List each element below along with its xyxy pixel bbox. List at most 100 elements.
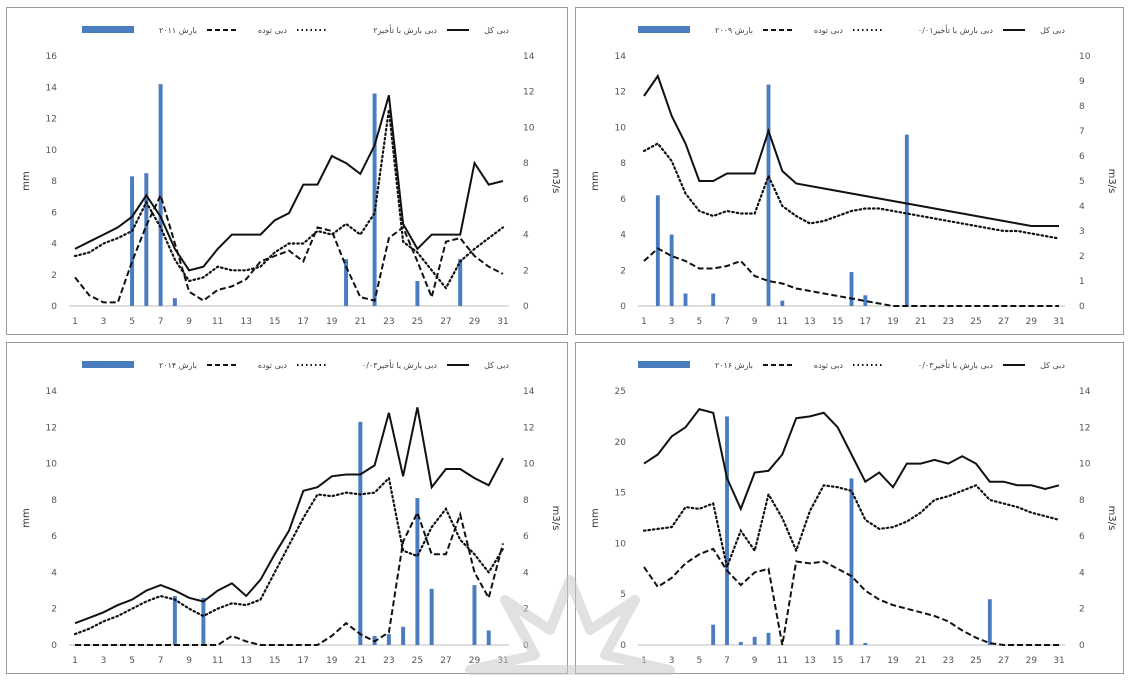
- precip-bar: [752, 636, 757, 645]
- y-left-tick-label: 12: [46, 423, 57, 433]
- x-tick-label: 21: [355, 317, 366, 327]
- x-tick-label: 15: [269, 317, 280, 327]
- y-left-tick-label: 14: [46, 387, 58, 397]
- y-right-tick-label: 8: [523, 496, 529, 506]
- x-tick-label: 13: [804, 656, 815, 666]
- x-tick-label: 17: [298, 317, 309, 327]
- legend-label-bar: بارش ۲۰۱۱: [159, 26, 197, 35]
- y-left-tick-label: 10: [615, 123, 627, 133]
- x-tick-label: 25: [970, 317, 981, 327]
- y-right-tick-label: 9: [1079, 77, 1085, 87]
- y-right-tick-label: 14: [523, 52, 535, 62]
- y-right-tick-label: 6: [523, 532, 529, 542]
- legend-label-base: دبی توده: [258, 361, 288, 370]
- series-line-direct-flow: [73, 109, 505, 291]
- y-left-tick-label: 0: [51, 641, 57, 651]
- x-tick-label: 3: [669, 317, 675, 327]
- y-right-tick-label: 5: [1079, 177, 1085, 187]
- y-left-tick-label: 2: [51, 605, 57, 615]
- series-line-total-flow: [643, 407, 1060, 512]
- y-left-tick-label: 12: [615, 88, 626, 98]
- y-right-axis-label: m3/s: [1106, 506, 1117, 531]
- precip-bar: [987, 599, 992, 645]
- precip-bar: [669, 234, 674, 306]
- y-right-tick-label: 0: [1079, 302, 1085, 312]
- y-right-tick-label: 8: [523, 159, 529, 169]
- precip-bar: [386, 634, 391, 645]
- y-right-tick-label: 0: [523, 302, 529, 312]
- precip-bar: [372, 93, 377, 306]
- x-tick-label: 23: [943, 656, 954, 666]
- x-tick-label: 17: [298, 656, 309, 666]
- series-line-total-flow: [74, 95, 504, 272]
- chart-panel-top-right: دبی کل دبی بارش با تأخیر۰/۰۱ دبی توده بارش …: [575, 7, 1124, 335]
- precip-bar: [158, 84, 163, 306]
- precip-bar: [835, 629, 840, 645]
- y-right-tick-label: 2: [523, 266, 529, 276]
- x-tick-label: 13: [804, 317, 815, 327]
- precip-bar: [415, 498, 420, 645]
- x-tick-label: 29: [469, 656, 481, 666]
- x-tick-label: 11: [777, 656, 788, 666]
- x-tick-label: 11: [212, 317, 223, 327]
- y-right-tick-label: 2: [1079, 605, 1085, 615]
- y-right-axis-label: m3/s: [1106, 169, 1117, 194]
- y-right-tick-label: 10: [1079, 52, 1091, 62]
- precip-bar: [172, 298, 177, 306]
- y-left-tick-label: 6: [51, 208, 57, 218]
- y-left-tick-label: 4: [51, 240, 57, 250]
- precip-bar: [655, 195, 660, 306]
- y-left-tick-label: 0: [51, 302, 57, 312]
- precip-bar: [429, 588, 434, 645]
- y-right-tick-label: 1: [1079, 277, 1085, 287]
- x-tick-label: 9: [752, 317, 758, 327]
- precip-bar: [780, 300, 785, 306]
- legend-label-direct: دبی بارش با تأخیر۲: [373, 24, 437, 35]
- x-tick-label: 15: [269, 656, 280, 666]
- series-line-total-flow: [74, 407, 504, 625]
- x-tick-label: 21: [915, 317, 926, 327]
- precip-bar: [849, 478, 854, 645]
- y-left-tick-label: 2: [620, 266, 626, 276]
- x-tick-label: 3: [101, 317, 107, 327]
- series-line-base-flow: [643, 247, 1059, 307]
- precip-bar: [849, 272, 854, 306]
- y-left-tick-label: 0: [620, 641, 626, 651]
- precip-bar: [863, 642, 868, 645]
- x-tick-label: 19: [887, 317, 899, 327]
- legend-label-bar: بارش ۲۰۱۶: [715, 361, 753, 370]
- legend-label-base: دبی توده: [258, 26, 288, 35]
- legend-swatch-bar: [82, 26, 134, 33]
- precip-bar: [401, 626, 406, 645]
- y-left-axis-label: mm: [21, 508, 32, 527]
- precip-bar: [711, 624, 716, 645]
- y-left-tick-label: 2: [51, 271, 57, 281]
- x-tick-label: 7: [158, 656, 164, 666]
- y-right-tick-label: 14: [1079, 387, 1091, 397]
- y-left-tick-label: 10: [615, 539, 627, 549]
- precip-bar: [863, 295, 868, 306]
- legend-swatch-bar: [82, 361, 134, 368]
- precip-bar: [415, 281, 420, 306]
- precip-bar: [130, 176, 135, 306]
- y-left-tick-label: 8: [51, 496, 57, 506]
- legend-label-direct: دبی بارش با تأخیر۰/۰۳: [362, 359, 438, 370]
- y-right-tick-label: 6: [1079, 532, 1085, 542]
- series-line-base-flow: [643, 547, 1059, 646]
- y-right-tick-label: 0: [1079, 641, 1085, 651]
- precip-bar: [358, 421, 363, 645]
- x-tick-label: 19: [326, 317, 338, 327]
- legend-label-direct: دبی بارش با تأخیر۰/۰۳: [918, 359, 994, 370]
- x-tick-label: 27: [998, 317, 1009, 327]
- y-left-tick-label: 6: [51, 532, 57, 542]
- x-tick-label: 1: [72, 317, 78, 327]
- y-left-axis-label: mm: [21, 171, 32, 190]
- series-line-direct-flow: [642, 142, 1061, 240]
- legend: دبی کل دبی بارش با تأخیر۰/۰۳ دبی توده بارش …: [82, 359, 509, 370]
- x-tick-label: 25: [412, 317, 423, 327]
- legend-label-bar: بارش ۲۰۱۴: [159, 361, 197, 370]
- chart-panel-bottom-left: دبی کل دبی بارش با تأخیر۰/۰۳ دبی توده بارش …: [6, 342, 568, 674]
- x-tick-label: 5: [129, 656, 135, 666]
- x-tick-label: 27: [440, 317, 451, 327]
- y-right-tick-label: 8: [1079, 496, 1085, 506]
